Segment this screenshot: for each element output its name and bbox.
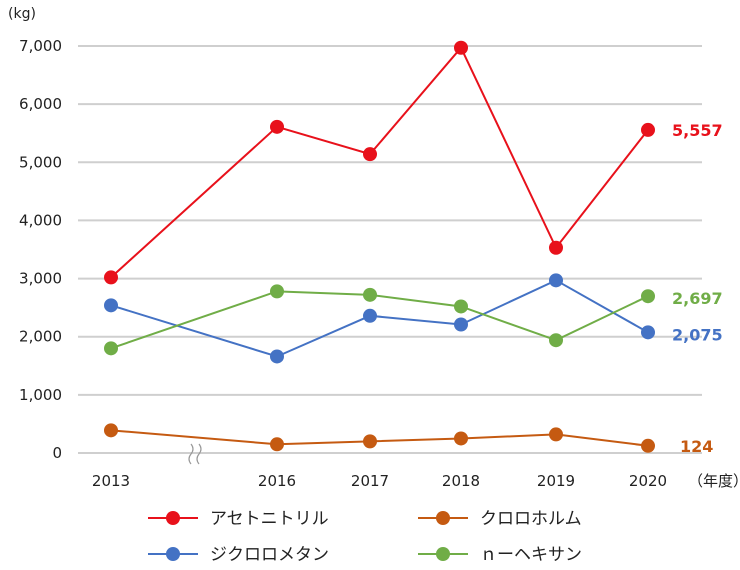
series-line xyxy=(110,429,649,447)
data-point xyxy=(549,333,563,348)
x-tick-label: 2020 xyxy=(629,472,667,490)
data-point xyxy=(454,431,468,446)
data-point xyxy=(270,119,284,134)
series-3 xyxy=(104,284,655,356)
legend-swatch-marker xyxy=(436,547,450,561)
axis-break-mark xyxy=(188,443,202,465)
series-0 xyxy=(104,40,655,285)
y-tick-label: 7,000 xyxy=(19,37,62,55)
data-point xyxy=(270,284,284,299)
y-axis-unit: (kg) xyxy=(8,6,36,22)
x-tick-label: 2013 xyxy=(92,472,130,490)
data-point xyxy=(549,240,563,255)
end-value-label: 124 xyxy=(680,437,713,456)
legend-label: ジクロロメタン xyxy=(210,545,329,565)
end-labels: 5,557 124 2,075 2,697 xyxy=(672,121,723,456)
legend-item: クロロホルム xyxy=(418,509,582,529)
x-tick-label: 2016 xyxy=(258,472,296,490)
data-point xyxy=(641,325,655,340)
data-point xyxy=(270,349,284,364)
data-point xyxy=(641,122,655,137)
y-tick-label: 0 xyxy=(52,444,62,462)
end-value-label: 2,075 xyxy=(672,325,723,344)
data-point xyxy=(363,147,377,162)
y-tick-label: 5,000 xyxy=(19,153,62,171)
series-group xyxy=(104,40,655,453)
data-point xyxy=(104,341,118,356)
x-axis-ticks: 2013 2016 2017 2018 2019 2020 xyxy=(92,472,667,490)
data-point xyxy=(363,434,377,449)
data-point xyxy=(549,273,563,288)
legend-item: アセトニトリル xyxy=(148,509,329,529)
legend-item: ｎーヘキサン xyxy=(418,545,582,565)
data-point xyxy=(363,287,377,302)
legend-label: ｎーヘキサン xyxy=(480,545,582,565)
y-tick-label: 6,000 xyxy=(19,95,62,113)
legend-swatch-marker xyxy=(166,547,180,561)
data-point xyxy=(363,308,377,323)
data-point xyxy=(104,270,118,285)
end-value-label: 2,697 xyxy=(672,289,723,308)
series-line xyxy=(110,279,649,358)
y-tick-label: 3,000 xyxy=(19,270,62,288)
legend-swatch-marker xyxy=(436,511,450,525)
y-tick-label: 2,000 xyxy=(19,328,62,346)
data-point xyxy=(270,437,284,452)
series-2 xyxy=(104,273,655,364)
data-point xyxy=(549,427,563,442)
data-point xyxy=(454,299,468,314)
data-point xyxy=(104,423,118,438)
data-point xyxy=(454,40,468,55)
x-axis-unit: （年度） xyxy=(688,472,740,490)
legend-swatch-marker xyxy=(166,511,180,525)
data-point xyxy=(454,317,468,332)
end-value-label: 5,557 xyxy=(672,121,723,140)
data-point xyxy=(641,289,655,304)
series-line xyxy=(110,290,649,350)
data-point xyxy=(641,438,655,453)
data-point xyxy=(104,298,118,313)
legend-item: ジクロロメタン xyxy=(148,545,329,565)
gridlines xyxy=(78,45,702,454)
y-axis-ticks: 0 1,000 2,000 3,000 4,000 5,000 6,000 7,000 xyxy=(19,37,62,462)
y-tick-label: 4,000 xyxy=(19,211,62,229)
y-tick-label: 1,000 xyxy=(19,386,62,404)
x-tick-label: 2018 xyxy=(442,472,480,490)
legend-label: アセトニトリル xyxy=(210,509,329,529)
series-line xyxy=(110,45,649,279)
x-tick-label: 2017 xyxy=(351,472,389,490)
series-1 xyxy=(104,423,655,453)
x-tick-label: 2019 xyxy=(537,472,575,490)
legend-label: クロロホルム xyxy=(480,509,582,529)
